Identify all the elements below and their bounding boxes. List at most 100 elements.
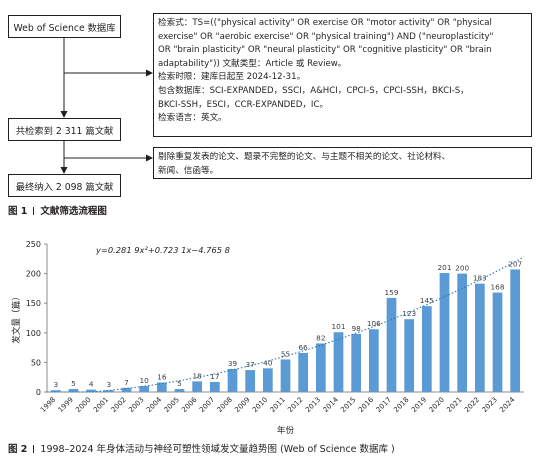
- x-tick-label: 2023: [481, 396, 499, 414]
- x-tick-label: 2009: [233, 396, 251, 414]
- bar: [298, 352, 309, 392]
- y-tick-label: 150: [26, 299, 41, 308]
- x-tick-label: 2002: [110, 396, 128, 414]
- x-tick-label: 2003: [127, 396, 145, 414]
- bar-value-label: 66: [299, 343, 309, 352]
- bar-value-label: 183: [473, 274, 487, 283]
- x-tick-label: 2000: [74, 396, 92, 414]
- search-line-4: adaptability")) 文献类型：Article 或 Review。: [158, 58, 347, 69]
- x-tick-label: 1998: [39, 396, 57, 414]
- final-box: 最终纳入 2 098 篇文献: [8, 174, 121, 197]
- bar: [368, 329, 379, 392]
- y-tick-label: 100: [26, 329, 41, 338]
- bar-value-label: 168: [491, 283, 505, 292]
- bar: [510, 269, 521, 392]
- x-tick-label: 2006: [180, 395, 199, 414]
- bar: [50, 390, 61, 392]
- trendline: [47, 256, 525, 393]
- bar-value-label: 7: [124, 378, 129, 387]
- figure1-caption: 图 1 文献筛选流程图: [8, 203, 107, 217]
- database-box: Web of Science 数据库: [8, 15, 121, 38]
- bar-value-label: 37: [246, 360, 256, 369]
- publication-trend-chart: 0501001502002503199851999420003200172002…: [10, 240, 525, 436]
- bar: [492, 292, 503, 392]
- trendline-equation: y=0.281 9x²+0.723 1x−4.765 8: [95, 245, 230, 255]
- bar: [103, 390, 114, 392]
- exclusion-box: 剔除重复发表的论文、题录不完整的论文、与主题不相关的论文、社论材料、 新闻、信函…: [153, 147, 532, 179]
- bar: [245, 370, 256, 392]
- x-axis-title: 年份: [277, 424, 295, 436]
- figure2-caption-text: 1998–2024 年身体活动与神经可塑性领域发文量趋势图 (Web of Sc…: [40, 444, 395, 455]
- bar: [86, 389, 97, 392]
- search-line-8: 检索语言：英文。: [158, 113, 227, 124]
- bar-value-label: 207: [508, 259, 522, 268]
- x-tick-label: 2020: [428, 396, 446, 414]
- bar-value-label: 4: [89, 380, 94, 389]
- y-tick-label: 0: [36, 388, 41, 397]
- bar: [439, 273, 450, 392]
- search-criteria-box: 检索式：TS=(("physical activity" OR exercise…: [153, 13, 532, 137]
- bar-value-label: 145: [420, 296, 434, 305]
- bar: [474, 283, 485, 392]
- bar: [68, 389, 79, 392]
- bar: [262, 368, 273, 392]
- x-tick-label: 2013: [304, 396, 322, 414]
- bar: [333, 332, 344, 392]
- flowchart-connectors: [60, 38, 153, 174]
- final-box-text: 最终纳入 2 098 篇文献: [15, 181, 114, 193]
- x-tick-label: 2015: [339, 396, 357, 414]
- exclusion-line-2: 新闻、信函等。: [158, 165, 219, 176]
- bar: [192, 381, 203, 392]
- bar-value-label: 201: [438, 263, 452, 272]
- database-box-text: Web of Science 数据库: [13, 22, 116, 34]
- bar-value-label: 18: [193, 371, 203, 380]
- bar: [386, 297, 397, 392]
- x-tick-label: 1999: [57, 396, 75, 414]
- bar-value-label: 10: [140, 376, 150, 385]
- x-tick-label: 2024: [498, 395, 517, 414]
- x-tick-label: 2012: [286, 396, 304, 414]
- search-line-2: exercise" OR "aerobic exercise" OR "phys…: [158, 31, 494, 42]
- search-line-5: 检索时限：建库日起至 2024-12-31。: [158, 72, 306, 83]
- bar-value-label: 5: [177, 379, 182, 388]
- figure2-caption-label: 图 2: [8, 444, 28, 455]
- search-line-1: 检索式：TS=(("physical activity" OR exercise…: [158, 18, 492, 28]
- x-tick-label: 2008: [216, 396, 234, 414]
- bar-value-label: 55: [281, 349, 290, 358]
- figure2-caption: 图 2 1998–2024 年身体活动与神经可塑性领域发文量趋势图 (Web of…: [8, 441, 395, 455]
- bar-value-label: 123: [402, 309, 416, 318]
- bar: [404, 319, 415, 392]
- search-line-3: OR "brain plasticity" OR "neural plastic…: [158, 45, 492, 56]
- exclusion-line-1: 剔除重复发表的论文、题录不完整的论文、与主题不相关的论文、社论材料、: [158, 152, 451, 162]
- found-box: 共检索到 2 311 篇文献: [8, 118, 121, 141]
- x-tick-label: 2017: [375, 396, 393, 414]
- figure1-caption-label: 图 1: [8, 206, 28, 217]
- bar: [351, 333, 362, 392]
- found-box-text: 共检索到 2 311 篇文献: [15, 125, 114, 137]
- bar: [121, 387, 132, 392]
- bar: [280, 359, 291, 392]
- x-tick-label: 2014: [322, 395, 341, 414]
- bar-value-label: 5: [71, 379, 76, 388]
- x-tick-label: 2005: [163, 396, 181, 414]
- bar-value-label: 40: [263, 358, 273, 367]
- bar-value-label: 159: [385, 288, 399, 297]
- bar: [457, 273, 468, 392]
- x-tick-label: 2001: [92, 396, 110, 414]
- bar: [209, 381, 220, 392]
- bar: [227, 368, 238, 392]
- bar-value-label: 39: [228, 359, 238, 368]
- bar-value-label: 3: [54, 380, 59, 389]
- bar-value-label: 200: [455, 264, 469, 273]
- x-tick-label: 2010: [251, 396, 269, 414]
- x-tick-label: 2019: [410, 396, 428, 414]
- search-line-6: 包含数据库：SCI-EXPANDED，SSCI，A&HCI，CPCI-S，CPC…: [158, 85, 469, 96]
- search-line-7: BKCI-SSH，ESCI，CCR-EXPANDED，IC。: [158, 99, 329, 110]
- x-tick-label: 2016: [357, 395, 376, 414]
- y-tick-label: 250: [26, 240, 41, 249]
- x-tick-label: 2004: [145, 395, 164, 414]
- x-tick-label: 2021: [445, 396, 463, 414]
- bar-value-label: 98: [352, 324, 362, 333]
- bar: [174, 389, 185, 392]
- figure1-caption-text: 文献筛选流程图: [40, 206, 107, 217]
